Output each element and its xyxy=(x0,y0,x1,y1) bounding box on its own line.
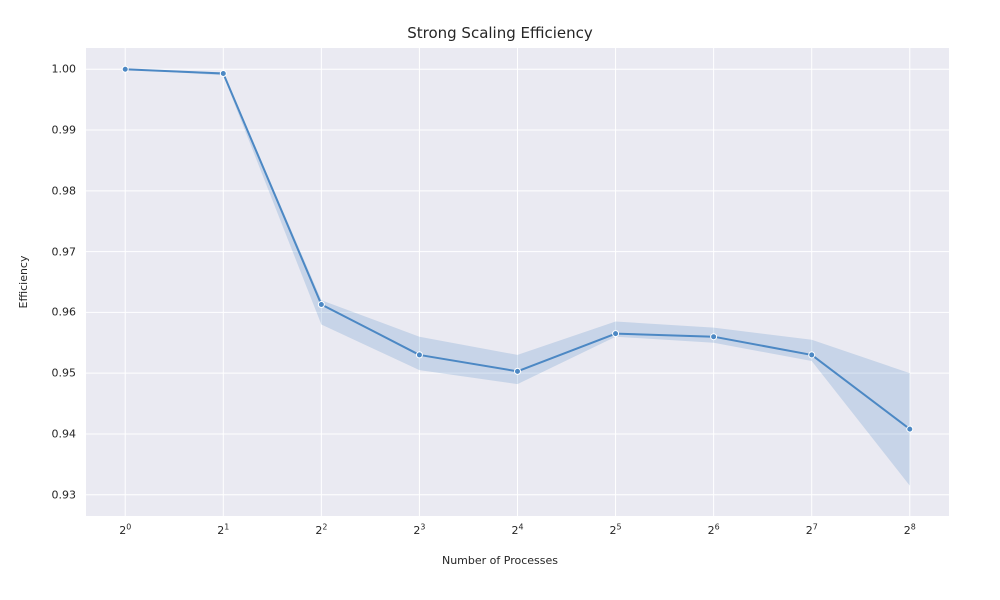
data-point xyxy=(416,352,422,358)
plot-svg xyxy=(86,48,949,516)
y-axis-label: Efficiency xyxy=(17,256,30,309)
data-point xyxy=(122,66,128,72)
x-axis-label: Number of Processes xyxy=(0,554,1000,567)
x-tick-label: 24 xyxy=(511,524,523,537)
data-point xyxy=(318,301,324,307)
figure: Strong Scaling Efficiency Efficiency Num… xyxy=(0,0,1000,600)
y-tick-label: 0.94 xyxy=(52,427,77,440)
x-tick-label: 28 xyxy=(904,524,916,537)
chart-title: Strong Scaling Efficiency xyxy=(0,24,1000,42)
x-tick-label: 20 xyxy=(119,524,131,537)
y-tick-label: 0.96 xyxy=(52,306,77,319)
y-tick-label: 0.93 xyxy=(52,488,77,501)
data-point xyxy=(907,426,913,432)
x-tick-label: 22 xyxy=(315,524,327,537)
data-point xyxy=(515,368,521,374)
data-point xyxy=(220,71,226,77)
y-tick-label: 0.95 xyxy=(52,367,77,380)
x-tick-label: 23 xyxy=(413,524,425,537)
x-tick-label: 25 xyxy=(610,524,622,537)
y-tick-label: 1.00 xyxy=(52,63,77,76)
y-tick-label: 0.97 xyxy=(52,245,77,258)
x-tick-label: 26 xyxy=(708,524,720,537)
data-point xyxy=(809,352,815,358)
data-point xyxy=(613,331,619,337)
y-tick-label: 0.98 xyxy=(52,184,77,197)
x-tick-label: 27 xyxy=(806,524,818,537)
data-point xyxy=(711,334,717,340)
plot-area xyxy=(86,48,949,516)
x-tick-label: 21 xyxy=(217,524,229,537)
y-tick-label: 0.99 xyxy=(52,124,77,137)
